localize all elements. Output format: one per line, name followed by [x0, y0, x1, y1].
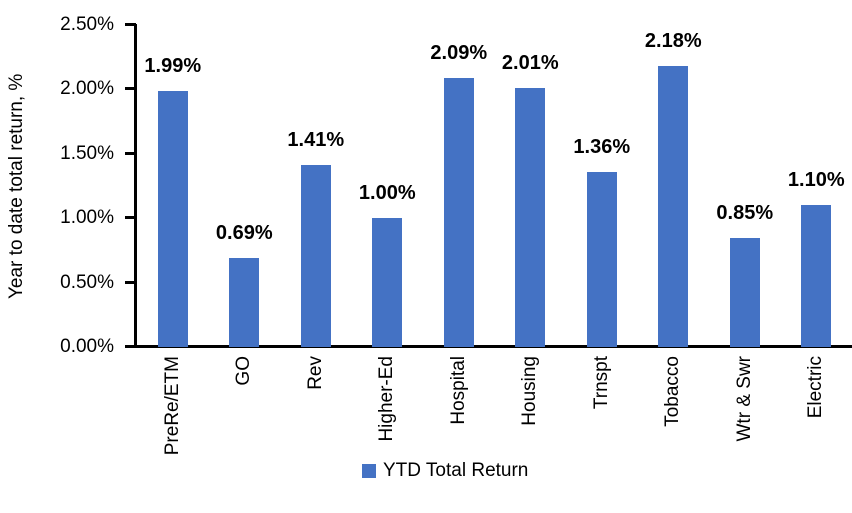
bar-value-label: 1.41%: [287, 129, 345, 152]
bar: [658, 66, 689, 347]
bar: [157, 90, 188, 347]
x-axis-label: Hospital: [447, 356, 469, 425]
bar-value-label: 2.18%: [644, 30, 702, 53]
legend-label: YTD Total Return: [383, 460, 529, 481]
y-tick-mark: [125, 345, 136, 348]
bar-value-label: 1.99%: [144, 54, 202, 77]
y-axis-line: [134, 24, 137, 347]
bar-value-label: 0.69%: [215, 222, 273, 245]
bar: [300, 165, 331, 347]
x-axis-label: Higher-Ed: [376, 356, 398, 442]
bar-value-label: 0.85%: [716, 201, 774, 224]
y-tick-mark: [125, 151, 136, 155]
x-axis-label: GO: [233, 356, 255, 386]
bar-value-label: 2.09%: [430, 41, 488, 64]
x-axis-label: Rev: [304, 356, 326, 390]
y-tick-label: 1.50%: [60, 142, 114, 164]
bar: [801, 205, 832, 347]
y-tick-label: 2.50%: [60, 14, 114, 35]
bar: [229, 258, 260, 347]
x-axis-label: Tobacco: [662, 356, 684, 427]
bar-value-label: 2.01%: [501, 52, 559, 75]
bar-value-label: 1.10%: [787, 169, 845, 192]
bar: [729, 237, 760, 347]
x-axis-label: Electric: [805, 356, 827, 419]
x-axis-label: PreRe/ETM: [161, 356, 183, 456]
y-tick-mark: [125, 280, 136, 284]
y-axis-title: Year to date total return, %: [6, 73, 27, 299]
y-tick-label: 2.00%: [60, 78, 114, 100]
bar: [515, 88, 546, 347]
y-tick-label: 1.00%: [60, 207, 114, 229]
bar: [586, 171, 617, 347]
bar-value-label: 1.00%: [358, 182, 416, 205]
y-tick-mark: [125, 87, 136, 91]
bar: [372, 218, 403, 347]
legend-swatch-icon: [362, 464, 376, 478]
y-tick-label: 0.50%: [60, 271, 114, 293]
x-axis-label: Trnspt: [590, 356, 612, 410]
y-tick-label: 0.00%: [60, 336, 114, 357]
y-tick-mark: [125, 216, 136, 220]
bar: [443, 77, 474, 347]
x-axis-line: [125, 345, 852, 348]
y-tick-mark: [125, 23, 136, 26]
bar-value-label: 1.36%: [573, 135, 631, 158]
x-axis-label: Wtr & Swr: [733, 356, 755, 442]
legend: YTD Total Return: [362, 460, 528, 482]
x-axis-label: Housing: [519, 356, 541, 426]
